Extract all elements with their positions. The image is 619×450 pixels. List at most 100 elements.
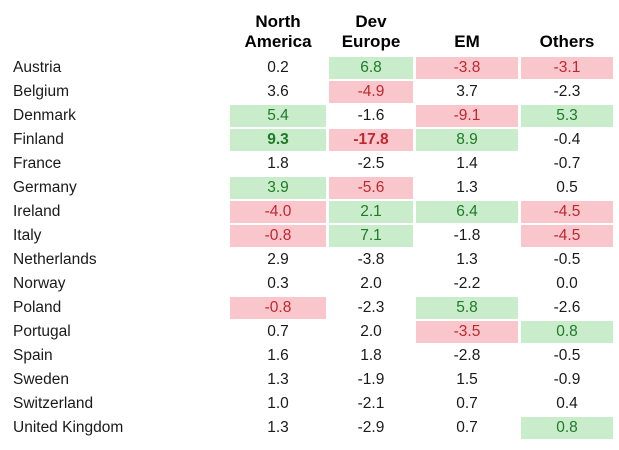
row-label: Austria: [13, 59, 62, 76]
value-cell: 5.8: [416, 297, 518, 319]
corner-cell: [3, 8, 227, 55]
value-cell: 0.7: [456, 395, 478, 412]
table-row: Sweden 1.3 -1.9 1.5 -0.9: [3, 369, 613, 391]
value-cell: 1.6: [267, 347, 289, 364]
country-region-returns-table: North America Dev Europe EM Others Austr…: [0, 6, 616, 441]
value-cell: 1.8: [360, 347, 382, 364]
value-cell: -2.3: [357, 299, 385, 316]
col-header-north-america: North America: [244, 11, 312, 51]
value-cell: 3.6: [267, 83, 289, 100]
value-cell: -5.6: [329, 177, 413, 199]
value-cell: -2.2: [453, 275, 481, 292]
value-cell: -4.9: [329, 81, 413, 103]
row-label: Switzerland: [13, 395, 94, 412]
value-cell: -1.6: [357, 107, 385, 124]
value-cell: 0.0: [556, 275, 578, 292]
value-cell: 0.8: [521, 417, 613, 439]
value-cell: -2.9: [357, 419, 385, 436]
table-row: Netherlands 2.9 -3.8 1.3 -0.5: [3, 249, 613, 271]
value-cell: 3.7: [456, 83, 478, 100]
value-cell: -0.5: [553, 347, 581, 364]
col-header-others: Others: [539, 31, 595, 51]
value-cell: 0.3: [267, 275, 289, 292]
table-row: Austria 0.2 6.8 -3.8 -3.1: [3, 57, 613, 79]
row-label: Portugal: [13, 323, 71, 340]
value-cell: 1.3: [267, 419, 289, 436]
value-cell: -3.8: [416, 57, 518, 79]
table-row: Belgium 3.6 -4.9 3.7 -2.3: [3, 81, 613, 103]
row-label: Ireland: [13, 203, 61, 220]
value-cell: 2.1: [329, 201, 413, 223]
table-row: Finland 9.3 -17.8 8.9 -0.4: [3, 129, 613, 151]
row-label: Poland: [13, 299, 62, 316]
value-cell: 3.9: [230, 177, 326, 199]
row-label: Finland: [13, 131, 64, 148]
value-cell: -0.7: [553, 155, 581, 172]
value-cell: -17.8: [329, 129, 413, 151]
value-cell: 8.9: [416, 129, 518, 151]
table-row: Switzerland 1.0 -2.1 0.7 0.4: [3, 393, 613, 415]
value-cell: -2.6: [553, 299, 581, 316]
value-cell: -2.8: [453, 347, 481, 364]
value-cell: 0.8: [521, 321, 613, 343]
row-label: Netherlands: [13, 251, 97, 268]
value-cell: 6.8: [329, 57, 413, 79]
value-cell: 1.8: [267, 155, 289, 172]
table-row: Ireland -4.0 2.1 6.4 -4.5: [3, 201, 613, 223]
row-label: Spain: [13, 347, 53, 364]
value-cell: -4.5: [521, 225, 613, 247]
value-cell: -3.1: [521, 57, 613, 79]
row-label: Sweden: [13, 371, 70, 388]
row-label: Germany: [13, 179, 77, 196]
col-header-dev-europe: Dev Europe: [341, 11, 401, 51]
table-row: Norway 0.3 2.0 -2.2 0.0: [3, 273, 613, 295]
table-row: Portugal 0.7 2.0 -3.5 0.8: [3, 321, 613, 343]
table-row: Italy -0.8 7.1 -1.8 -4.5: [3, 225, 613, 247]
value-cell: -2.3: [553, 83, 581, 100]
value-cell: -4.0: [230, 201, 326, 223]
header-row: North America Dev Europe EM Others: [3, 8, 613, 55]
value-cell: 7.1: [329, 225, 413, 247]
value-cell: -2.5: [357, 155, 385, 172]
value-cell: 2.0: [360, 275, 382, 292]
value-cell: 1.4: [456, 155, 478, 172]
table-row: Spain 1.6 1.8 -2.8 -0.5: [3, 345, 613, 367]
value-cell: 1.3: [267, 371, 289, 388]
table-row: United Kingdom 1.3 -2.9 0.7 0.8: [3, 417, 613, 439]
value-cell: 1.3: [456, 179, 478, 196]
row-label: Denmark: [13, 107, 76, 124]
value-cell: -0.8: [230, 225, 326, 247]
value-cell: -0.5: [553, 251, 581, 268]
table-row: Denmark 5.4 -1.6 -9.1 5.3: [3, 105, 613, 127]
value-cell: -3.8: [357, 251, 385, 268]
value-cell: 0.4: [556, 395, 578, 412]
table-row: Poland -0.8 -2.3 5.8 -2.6: [3, 297, 613, 319]
value-cell: 0.5: [556, 179, 578, 196]
table-row: France 1.8 -2.5 1.4 -0.7: [3, 153, 613, 175]
row-label: Italy: [13, 227, 42, 244]
value-cell: 2.9: [267, 251, 289, 268]
value-cell: 2.0: [360, 323, 382, 340]
value-cell: -0.8: [230, 297, 326, 319]
value-cell: -1.9: [357, 371, 385, 388]
value-cell: 9.3: [230, 129, 326, 151]
value-cell: -9.1: [416, 105, 518, 127]
col-header-em: EM: [454, 31, 480, 51]
value-cell: 1.5: [456, 371, 478, 388]
row-label: Norway: [13, 275, 66, 292]
value-cell: 5.4: [230, 105, 326, 127]
value-cell: -0.9: [553, 371, 581, 388]
value-cell: -1.8: [453, 227, 481, 244]
value-cell: 1.0: [267, 395, 289, 412]
value-cell: -3.5: [416, 321, 518, 343]
value-cell: -2.1: [357, 395, 385, 412]
value-cell: 0.7: [267, 323, 289, 340]
value-cell: 0.7: [456, 419, 478, 436]
table-row: Germany 3.9 -5.6 1.3 0.5: [3, 177, 613, 199]
row-label: Belgium: [13, 83, 69, 100]
value-cell: 1.3: [456, 251, 478, 268]
value-cell: 0.2: [267, 59, 289, 76]
row-label: France: [13, 155, 62, 172]
value-cell: 5.3: [521, 105, 613, 127]
